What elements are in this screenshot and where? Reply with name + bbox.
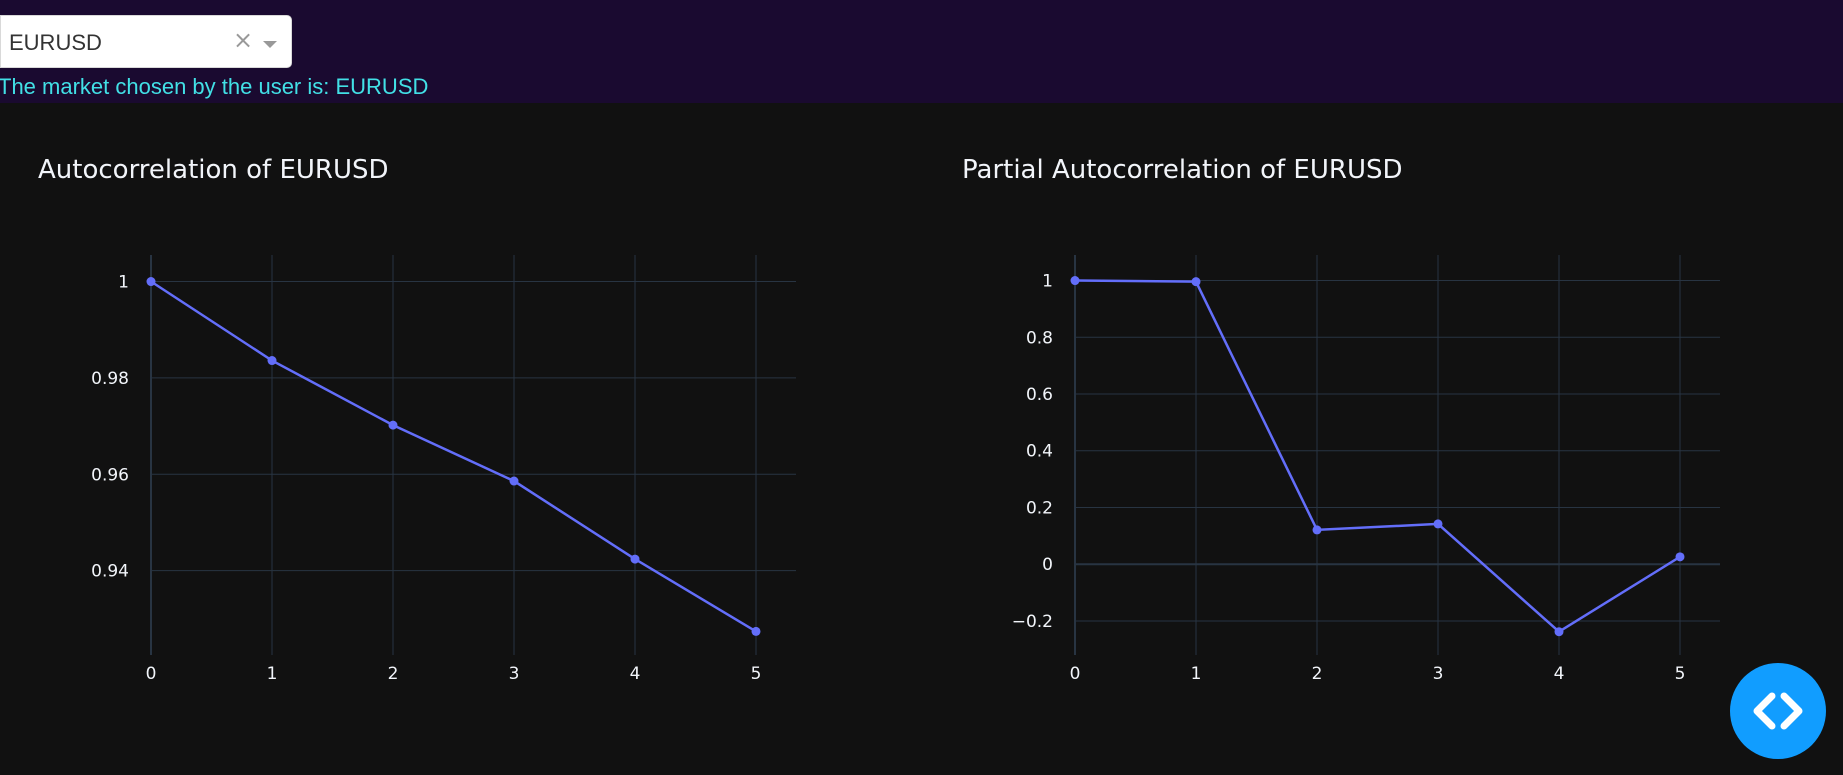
acf-x-tick-label: 1 (267, 664, 278, 684)
pacf-y-tick-label: 1 (1042, 272, 1053, 292)
code-brackets-icon (1753, 692, 1803, 730)
pacf-data-point (1554, 627, 1564, 637)
pacf-data-point (1312, 525, 1322, 535)
acf-data-point (509, 476, 519, 486)
acf-chart: 0 1 2 3 4 5 1 0.98 0.96 0.94 (91, 255, 796, 684)
acf-y-tick-label: 0.96 (91, 465, 129, 485)
clear-x-icon[interactable]: × (233, 26, 254, 54)
pacf-chart-title: Partial Autocorrelation of EURUSD (962, 155, 1403, 185)
acf-chart-title: Autocorrelation of EURUSD (38, 155, 389, 185)
top-bar: EURUSD × The market chosen by the user i… (0, 0, 1843, 103)
code-toggle-button[interactable] (1730, 663, 1826, 759)
pacf-y-tick-label: 0.6 (1026, 385, 1053, 405)
pacf-x-tick-label: 0 (1070, 664, 1081, 684)
pacf-y-tick-label: 0.4 (1026, 442, 1053, 462)
pacf-x-tick-label: 5 (1675, 664, 1686, 684)
acf-data-point (630, 554, 640, 564)
pacf-data-point (1070, 276, 1080, 286)
pacf-data-point (1675, 552, 1685, 562)
pacf-y-tick-label: 0.8 (1026, 328, 1053, 348)
acf-data-point (388, 420, 398, 430)
pacf-series-line (1074, 279, 1681, 634)
pacf-x-tick-label: 2 (1312, 664, 1323, 684)
pacf-data-point (1433, 519, 1443, 529)
pacf-y-tick-label: 0.2 (1026, 498, 1053, 518)
acf-x-tick-label: 0 (146, 664, 157, 684)
caret-down-icon[interactable] (263, 41, 277, 48)
acf-data-point (267, 356, 277, 366)
acf-y-tick-label: 0.98 (91, 369, 129, 389)
acf-data-point (146, 277, 156, 287)
acf-y-tick-label: 1 (118, 273, 129, 293)
market-dropdown[interactable]: EURUSD × (0, 15, 292, 68)
pacf-data-point (1191, 277, 1201, 287)
acf-x-tick-label: 4 (630, 664, 641, 684)
acf-series-line (150, 280, 757, 633)
pacf-x-tick-label: 3 (1433, 664, 1444, 684)
pacf-x-tick-label: 4 (1554, 664, 1565, 684)
acf-y-tick-label: 0.94 (91, 562, 129, 582)
market-dropdown-value: EURUSD (9, 30, 102, 55)
acf-x-tick-label: 2 (388, 664, 399, 684)
pacf-y-tick-label: 0 (1042, 555, 1053, 575)
acf-x-tick-label: 3 (509, 664, 520, 684)
market-status-text: The market chosen by the user is: EURUSD (0, 74, 429, 99)
pacf-x-tick-label: 1 (1191, 664, 1202, 684)
pacf-y-tick-label: −0.2 (1012, 612, 1053, 632)
acf-x-tick-label: 5 (751, 664, 762, 684)
acf-data-point (751, 626, 761, 636)
